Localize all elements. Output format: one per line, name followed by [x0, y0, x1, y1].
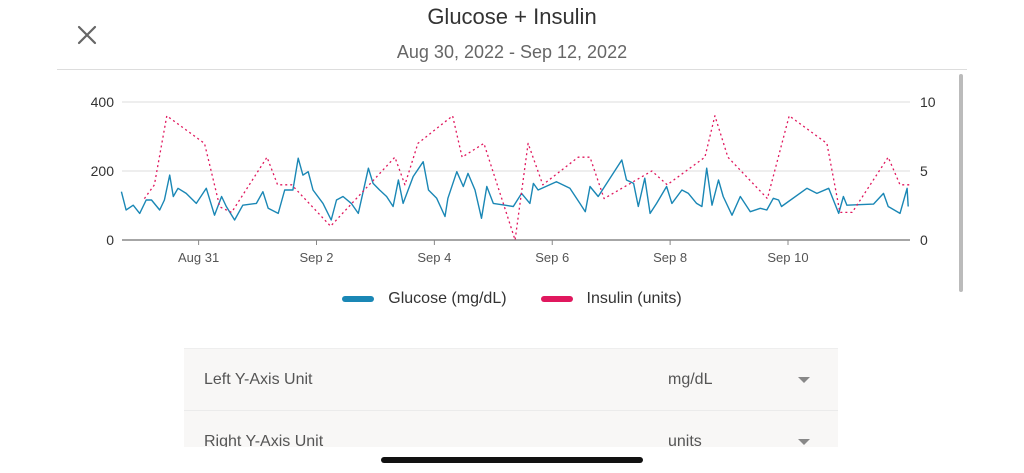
glucose-line	[120, 157, 909, 221]
right-axis-unit-select[interactable]: Right Y-Axis Unit units	[184, 411, 838, 447]
glucose-insulin-chart: 0 200 400 0 5 10 Aug 31 Sep 2 Sep 4 Sep 6 Sep 8 Sep…	[91, 94, 936, 265]
chart-legend: Glucose (mg/dL) Insulin (units)	[0, 290, 1024, 308]
x-tick-label: Sep 8	[653, 250, 687, 265]
legend-glucose[interactable]: Glucose (mg/dL)	[342, 290, 507, 308]
x-tick-label: Sep 10	[767, 250, 808, 265]
left-axis-unit-value: mg/dL	[668, 370, 713, 388]
x-tick-label: Sep 2	[300, 250, 334, 265]
glucose-swatch	[342, 296, 375, 302]
chevron-down-icon	[798, 438, 810, 445]
home-indicator[interactable]	[381, 457, 643, 463]
page-title: Glucose + Insulin	[427, 4, 597, 29]
right-axis-unit-label: Right Y-Axis Unit	[204, 432, 324, 448]
insulin-line	[143, 115, 910, 241]
chevron-down-icon	[798, 376, 810, 383]
legend-insulin[interactable]: Insulin (units)	[540, 290, 682, 308]
left-y-tick-label: 0	[106, 232, 114, 248]
right-y-tick-label: 5	[920, 163, 928, 179]
left-y-tick-label: 400	[91, 94, 115, 110]
scrollbar[interactable]	[959, 74, 963, 292]
axis-settings: Left Y-Axis Unit mg/dL Right Y-Axis Unit…	[184, 348, 838, 447]
x-tick-label: Sep 6	[535, 250, 569, 265]
right-y-tick-label: 10	[920, 94, 936, 110]
date-range: Aug 30, 2022 - Sep 12, 2022	[396, 42, 628, 62]
close-button[interactable]	[74, 22, 100, 48]
insulin-swatch	[540, 296, 573, 302]
left-y-tick-label: 200	[91, 163, 115, 179]
x-tick-label: Sep 4	[417, 250, 451, 265]
left-axis-unit-select[interactable]: Left Y-Axis Unit mg/dL	[184, 349, 838, 411]
close-icon	[77, 25, 97, 45]
right-axis-unit-value: units	[668, 432, 702, 448]
legend-insulin-label: Insulin (units)	[586, 290, 682, 307]
legend-glucose-label: Glucose (mg/dL)	[388, 290, 507, 307]
x-tick-label: Aug 31	[178, 250, 219, 265]
header-divider	[57, 69, 967, 70]
left-axis-unit-label: Left Y-Axis Unit	[204, 370, 313, 388]
right-y-tick-label: 0	[920, 232, 928, 248]
